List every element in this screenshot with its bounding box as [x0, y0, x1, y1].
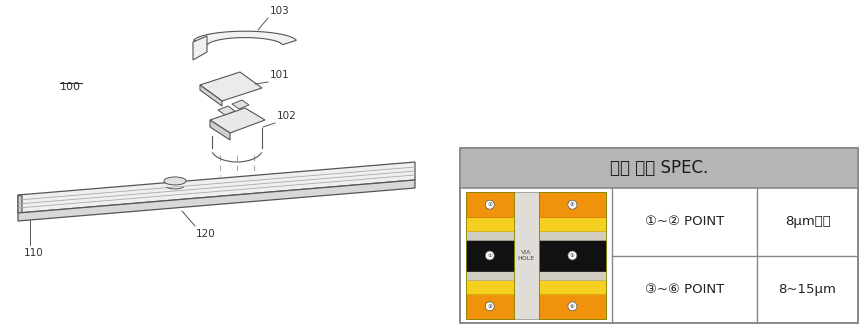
Bar	[466, 294, 514, 319]
Bar	[539, 192, 606, 319]
Circle shape	[485, 302, 494, 311]
Text: 101: 101	[270, 70, 290, 80]
Bar	[539, 231, 606, 240]
Polygon shape	[232, 100, 249, 109]
Polygon shape	[18, 180, 415, 221]
Polygon shape	[200, 85, 222, 106]
Text: ②: ②	[488, 253, 492, 258]
Bar	[466, 192, 514, 217]
Text: 110: 110	[24, 248, 44, 258]
Text: ①~② POINT: ①~② POINT	[645, 215, 724, 228]
Bar	[466, 280, 514, 294]
Bar	[460, 148, 858, 323]
Polygon shape	[18, 195, 22, 214]
Bar	[466, 240, 514, 271]
Text: ①: ①	[488, 202, 492, 207]
Text: 102: 102	[277, 111, 297, 121]
Text: 도금 두께 SPEC.: 도금 두께 SPEC.	[610, 159, 708, 177]
Text: ③~⑥ POINT: ③~⑥ POINT	[645, 283, 724, 296]
Polygon shape	[18, 162, 415, 213]
Bar	[539, 240, 606, 271]
Text: ⑥: ⑥	[570, 304, 575, 309]
Polygon shape	[194, 31, 296, 45]
Circle shape	[485, 251, 494, 260]
Bar	[539, 192, 606, 217]
Bar	[466, 192, 606, 319]
Text: ④: ④	[570, 202, 575, 207]
Bar	[460, 148, 858, 188]
Bar	[539, 217, 606, 231]
Bar	[466, 271, 514, 280]
Text: 120: 120	[196, 229, 216, 239]
Bar	[466, 231, 514, 240]
Text: 100: 100	[60, 82, 81, 92]
Text: 8μm이상: 8μm이상	[785, 215, 830, 228]
Polygon shape	[210, 120, 230, 140]
Ellipse shape	[164, 177, 186, 185]
Bar	[460, 148, 858, 323]
Bar	[539, 271, 606, 280]
Circle shape	[568, 200, 577, 209]
Circle shape	[485, 200, 494, 209]
Text: ③: ③	[488, 304, 492, 309]
Text: 103: 103	[270, 6, 290, 16]
Text: 8~15μm: 8~15μm	[779, 283, 837, 296]
Bar	[539, 280, 606, 294]
Bar	[466, 192, 514, 319]
Text: ⑤: ⑤	[570, 253, 575, 258]
Polygon shape	[200, 72, 262, 101]
Circle shape	[568, 251, 577, 260]
Polygon shape	[218, 106, 235, 115]
Bar	[539, 294, 606, 319]
Circle shape	[568, 302, 577, 311]
Polygon shape	[210, 108, 265, 133]
Bar	[466, 217, 514, 231]
Text: VIA
HOLE: VIA HOLE	[518, 250, 535, 261]
Polygon shape	[193, 36, 207, 60]
